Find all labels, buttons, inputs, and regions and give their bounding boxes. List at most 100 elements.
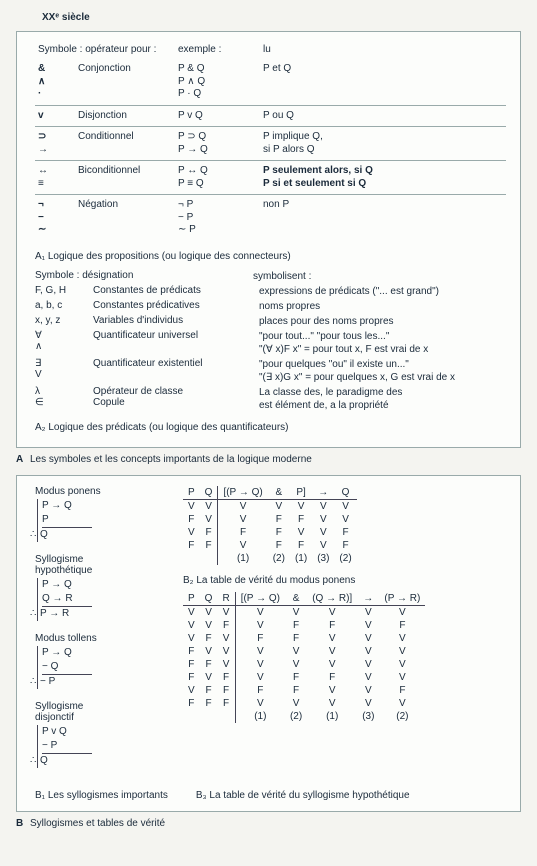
ex-conj: P & Q P ∧ Q P · Q: [175, 59, 260, 105]
b3-caption: B₃ La table de vérité du syllogisme hypo…: [196, 790, 410, 801]
truth-cell: (1): [290, 552, 312, 565]
truth-cell: V: [379, 658, 425, 671]
operators-table: Symbole : opérateur pour : exemple : lu …: [35, 42, 506, 241]
a2-desig: Quantificateur universel: [93, 330, 253, 356]
lu-conj: P et Q: [260, 59, 506, 105]
a2-sym: a, b, c: [35, 300, 87, 313]
conclusion: ∴− P: [42, 675, 167, 689]
th-exemple: exemple :: [175, 42, 260, 59]
a2-sym: ∀ ∧: [35, 330, 87, 356]
panel-a-caption: ALes symboles et les concepts importants…: [16, 454, 521, 465]
truth-cell: V: [285, 658, 307, 671]
truth-cell: V: [183, 619, 200, 632]
syllogism: Modus tollensP → Q− Q∴− P: [35, 633, 167, 689]
b1-caption: B₁ Les syllogismes importants: [35, 790, 168, 801]
syllogism: Modus ponensP → QP∴Q: [35, 486, 167, 542]
a2-meaning: noms propres: [259, 300, 506, 313]
syllogism: Syllogisme disjonctifP v Q− P∴Q: [35, 701, 167, 768]
truth-th: &: [285, 592, 307, 606]
truth-cell: F: [200, 697, 218, 710]
truth-th: P]: [290, 486, 312, 500]
truth-cell: V: [285, 605, 307, 619]
syllogism-title: Syllogisme hypothétique: [35, 554, 167, 576]
syllogism-deriv: P → QQ → R∴P → R: [37, 578, 167, 621]
a2-desig: Quantificateur existentiel: [93, 358, 253, 384]
a2-row: x, y, zVariables d'individusplaces pour …: [35, 315, 506, 328]
panel-a: Symbole : opérateur pour : exemple : lu …: [16, 31, 521, 448]
truth-cell: V: [290, 499, 312, 513]
a2-meaning: expressions de prédicats ("... est grand…: [259, 285, 506, 298]
truth-cell: V: [183, 605, 200, 619]
a2-sym: ∃ V: [35, 358, 87, 384]
truth-th: (P → R): [379, 592, 425, 606]
truth-cell: V: [217, 632, 235, 645]
sym-conj: & ∧ ·: [35, 59, 75, 105]
truth-cell: V: [183, 526, 200, 539]
premise: P: [42, 513, 167, 528]
truth-cell: F: [307, 671, 357, 684]
truth-cell: V: [357, 632, 379, 645]
truth-cell: V: [357, 619, 379, 632]
a2-meaning: "pour quelques "ou" il existe un..." "(∃…: [259, 358, 506, 384]
sym-cond: ⊃ →: [35, 127, 75, 161]
truth-cell: F: [268, 513, 290, 526]
truth-cell: V: [334, 513, 356, 526]
a2-desig: Constantes prédicatives: [93, 300, 253, 313]
conclusion: ∴Q: [42, 754, 167, 768]
truth-cell: V: [357, 605, 379, 619]
truth-cell: V: [379, 697, 425, 710]
a2-row: λ ∈Opérateur de classe CopuleLa classe d…: [35, 386, 506, 412]
truth-cell: V: [285, 697, 307, 710]
a2-desig: Variables d'individus: [93, 315, 253, 328]
truth-row: FFVFFVF: [183, 539, 357, 552]
truth-cell: V: [357, 697, 379, 710]
syllogism-title: Modus tollens: [35, 633, 167, 644]
truth-row: (1)(2)(1)(3)(2): [183, 552, 357, 565]
truth-cell: F: [268, 526, 290, 539]
truth-row: FVVFFVV: [183, 513, 357, 526]
truth-row: VFVFFVVV: [183, 632, 425, 645]
page-header: XXᵉ siècle: [42, 12, 521, 23]
truth-cell: V: [307, 684, 357, 697]
premise: − Q: [42, 660, 167, 675]
panel-b: Modus ponensP → QP∴Q Syllogisme hypothéti…: [16, 475, 521, 812]
truth-cell: V: [312, 513, 334, 526]
ex-neg: ¬ P − P ∼ P: [175, 195, 260, 241]
b2-caption: B₂ La table de vérité du modus ponens: [183, 575, 506, 586]
truth-cell: F: [200, 658, 218, 671]
syllogism-title: Syllogisme disjonctif: [35, 701, 167, 723]
truth-cell: F: [183, 645, 200, 658]
truth-row: VFFFVVF: [183, 526, 357, 539]
truth-row: FFVVVVVV: [183, 658, 425, 671]
truth-cell: V: [312, 526, 334, 539]
a2-row: ∀ ∧Quantificateur universel"pour tout...…: [35, 330, 506, 356]
truth-row: FVVVVVVV: [183, 645, 425, 658]
truth-th: P: [183, 592, 200, 606]
th-lu: lu: [260, 42, 506, 59]
truth-cell: F: [200, 539, 218, 552]
truth-cell: [217, 710, 235, 723]
name-neg: Négation: [75, 195, 175, 241]
a2-sym: λ ∈: [35, 386, 87, 412]
truth-row: FVFVFFVV: [183, 671, 425, 684]
truth-cell: V: [235, 645, 285, 658]
truth-cell: (2): [379, 710, 425, 723]
truth-cell: F: [183, 539, 200, 552]
lu-neg: non P: [260, 195, 506, 241]
truth-cell: V: [217, 658, 235, 671]
truth-th: →: [357, 592, 379, 606]
conclusion: ∴Q: [42, 528, 167, 542]
ex-cond: P ⊃ Q P → Q: [175, 127, 260, 161]
truth-cell: F: [285, 632, 307, 645]
truth-cell: V: [379, 645, 425, 658]
truth-cell: F: [268, 539, 290, 552]
truth-cell: (2): [285, 710, 307, 723]
truth-table-modus-ponens: PQ[(P → Q)&P]→QVVVVVVVFVVFFVVVFFFVVFFFVF…: [183, 486, 357, 565]
truth-cell: V: [379, 632, 425, 645]
truth-cell: V: [183, 632, 200, 645]
truth-cell: V: [307, 605, 357, 619]
truth-cell: V: [183, 499, 200, 513]
truth-cell: F: [235, 632, 285, 645]
truth-th: Q: [334, 486, 356, 500]
truth-cell: V: [334, 499, 356, 513]
